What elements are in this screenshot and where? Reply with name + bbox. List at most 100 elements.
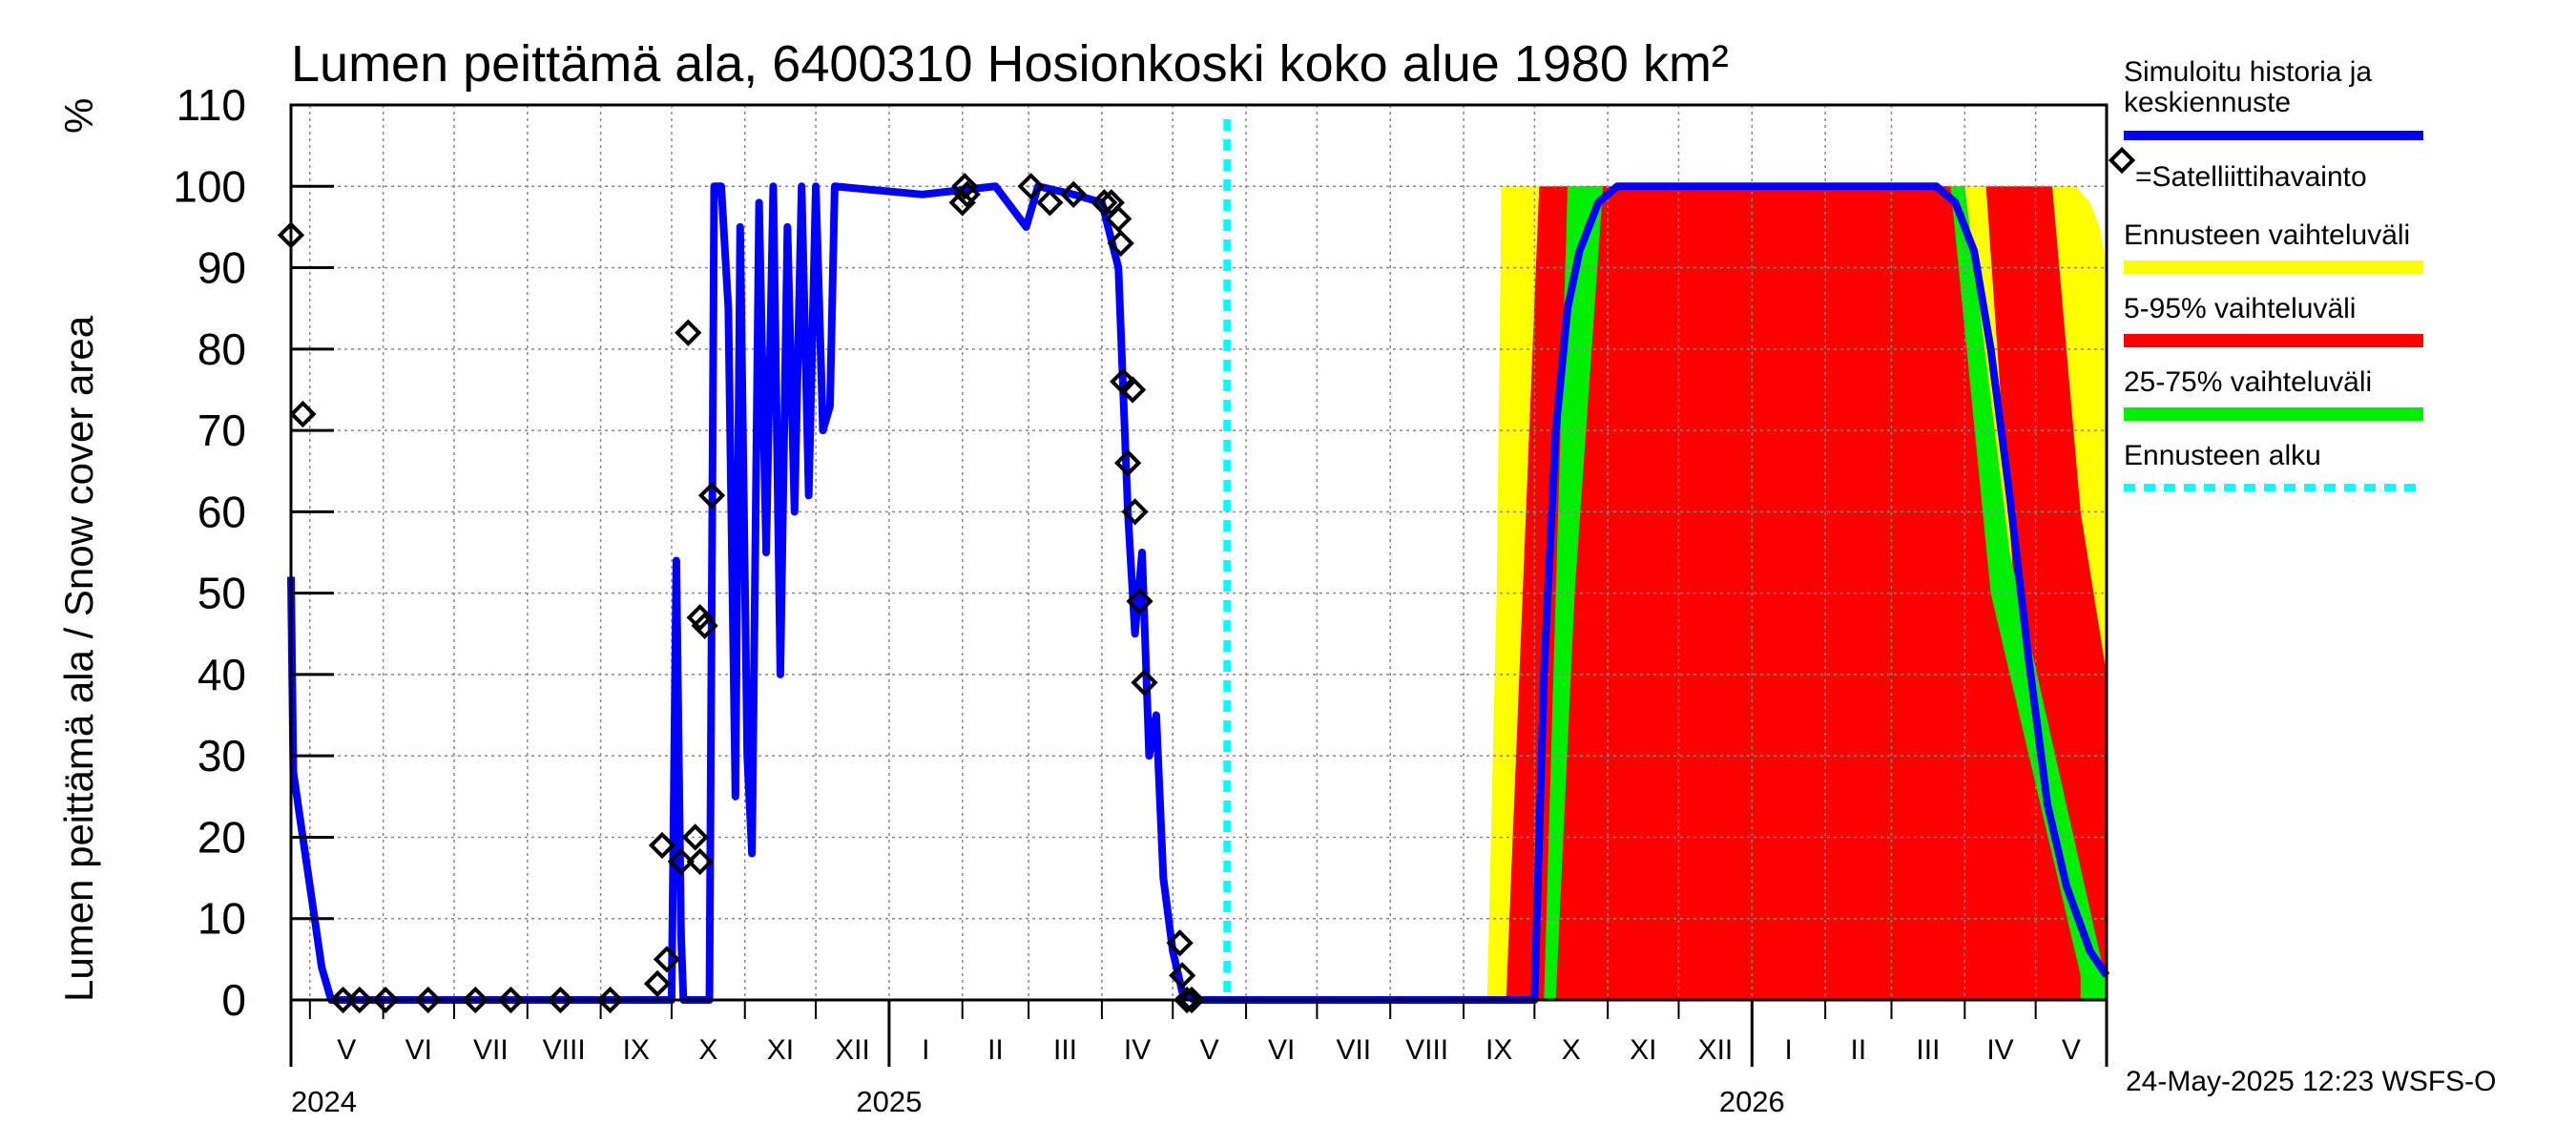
month-label: XII <box>835 1034 870 1066</box>
year-label: 2025 <box>856 1085 922 1118</box>
month-label: IV <box>1986 1034 2013 1066</box>
y-tick-label: 50 <box>197 569 246 618</box>
y-tick-label: 90 <box>197 243 246 293</box>
satellite-point <box>547 986 574 1014</box>
y-tick-label: 0 <box>221 975 246 1025</box>
satellite-point <box>329 986 357 1014</box>
satellite-point <box>414 986 442 1014</box>
satellite-point <box>462 986 489 1014</box>
satellite-point <box>1107 229 1134 258</box>
p5-95-inner-band <box>1555 186 2081 1001</box>
satellite-point <box>289 400 317 428</box>
satellite-point <box>1060 180 1088 208</box>
legend-p5-95-label: 5-95% vaihteluväli <box>2124 293 2356 324</box>
month-label: VII <box>1336 1034 1371 1066</box>
plot-frame <box>289 103 2109 1002</box>
month-label: VI <box>405 1034 432 1066</box>
y-tick-label: 110 <box>177 80 246 130</box>
satellite-point <box>497 986 525 1014</box>
satellite-point <box>1017 173 1045 200</box>
month-label: IX <box>1485 1034 1512 1066</box>
legend-satellite-marker <box>2108 146 2136 175</box>
legend-simulated-label-line2: keskiennuste <box>2124 87 2291 118</box>
year-label: 2024 <box>291 1085 357 1118</box>
legend-satellite-label: =Satelliittihavainto <box>2135 161 2367 193</box>
satellite-point <box>277 221 305 249</box>
satellite-point <box>1177 986 1206 1014</box>
y-tick-label: 30 <box>197 731 246 781</box>
y-tick-label: 10 <box>197 894 246 944</box>
satellite-point <box>1131 669 1158 697</box>
month-label: I <box>922 1034 929 1066</box>
satellite-point <box>653 946 681 973</box>
satellite-point <box>371 986 400 1014</box>
month-label: VII <box>473 1034 509 1066</box>
satellite-point <box>1091 189 1118 217</box>
timestamp: 24-May-2025 12:23 WSFS-O <box>2126 1066 2497 1097</box>
satellite-point <box>1114 449 1142 477</box>
month-label: X <box>698 1034 717 1066</box>
month-label: XI <box>767 1034 794 1066</box>
y-tick-label: 60 <box>197 487 246 536</box>
satellite-point <box>345 986 374 1014</box>
satellite-point <box>1036 189 1064 217</box>
legend-simulated-label-line1: Simuloitu historia ja <box>2124 56 2372 88</box>
satellite-point <box>1166 929 1194 957</box>
y-tick-label: 20 <box>197 812 246 862</box>
satellite-point <box>1121 498 1149 526</box>
month-label: VI <box>1268 1034 1295 1066</box>
simulated-series <box>287 182 2110 1004</box>
month-label: V <box>1200 1034 1219 1066</box>
satellite-point <box>691 612 718 639</box>
grid-lines <box>291 105 2107 1000</box>
month-label: X <box>1562 1034 1581 1066</box>
chart-title: Lumen peittämä ala, 6400310 Hosionkoski … <box>291 35 1729 93</box>
month-label: VIII <box>543 1034 586 1066</box>
y-tick-label: 70 <box>197 406 246 455</box>
year-label: 2026 <box>1719 1085 1785 1118</box>
satellite-observations <box>277 173 1206 1014</box>
month-label: XII <box>1698 1034 1734 1066</box>
month-labels: V VI VII VIII IX X XI XII I II III IV V VI VII VIII IX X X… <box>337 1034 2081 1066</box>
legend: Simuloitu historia ja keskiennuste =Sate… <box>2108 56 2423 491</box>
legend-p25-75-label: 25-75% vaihteluväli <box>2124 366 2372 398</box>
satellite-point <box>643 969 672 998</box>
satellite-point <box>648 831 676 860</box>
month-label: I <box>1785 1034 1793 1066</box>
satellite-point <box>1126 588 1153 615</box>
month-label: VIII <box>1405 1034 1448 1066</box>
satellite-point <box>675 319 702 346</box>
month-label: III <box>1053 1034 1077 1066</box>
satellite-point <box>681 823 709 851</box>
simulated-line <box>287 182 2110 1004</box>
satellite-point <box>1110 367 1137 396</box>
satellite-point <box>686 847 714 876</box>
month-label: IX <box>623 1034 650 1066</box>
satellite-point <box>667 847 695 876</box>
month-label: II <box>987 1034 1004 1066</box>
satellite-point <box>697 482 726 510</box>
axes <box>289 103 2109 1067</box>
y-tick-label: 80 <box>197 324 246 374</box>
satellite-point <box>596 986 624 1014</box>
month-label: III <box>1916 1034 1940 1066</box>
legend-range-label: Ennusteen vaihteluväli <box>2124 219 2410 251</box>
y-tick-labels: 0 10 20 30 40 50 60 70 80 90 100 110 <box>173 80 246 1025</box>
month-label: IV <box>1124 1034 1151 1066</box>
legend-forecast-start-label: Ennusteen alku <box>2124 440 2321 471</box>
satellite-point <box>1105 205 1132 233</box>
satellite-point <box>1118 376 1147 404</box>
y-tick-label: 100 <box>173 161 246 211</box>
month-label: XI <box>1630 1034 1656 1066</box>
y-tick-label: 40 <box>197 650 246 699</box>
satellite-point <box>1169 962 1196 989</box>
y-axis-unit: % <box>56 98 101 134</box>
satellite-point <box>953 180 981 208</box>
forecast-bands <box>1486 186 2107 1001</box>
satellite-point <box>1173 986 1201 1014</box>
month-label: II <box>1850 1034 1866 1066</box>
month-label: V <box>2062 1034 2081 1066</box>
y-axis-label: Lumen peittämä ala / Snow cover area <box>56 315 101 1002</box>
